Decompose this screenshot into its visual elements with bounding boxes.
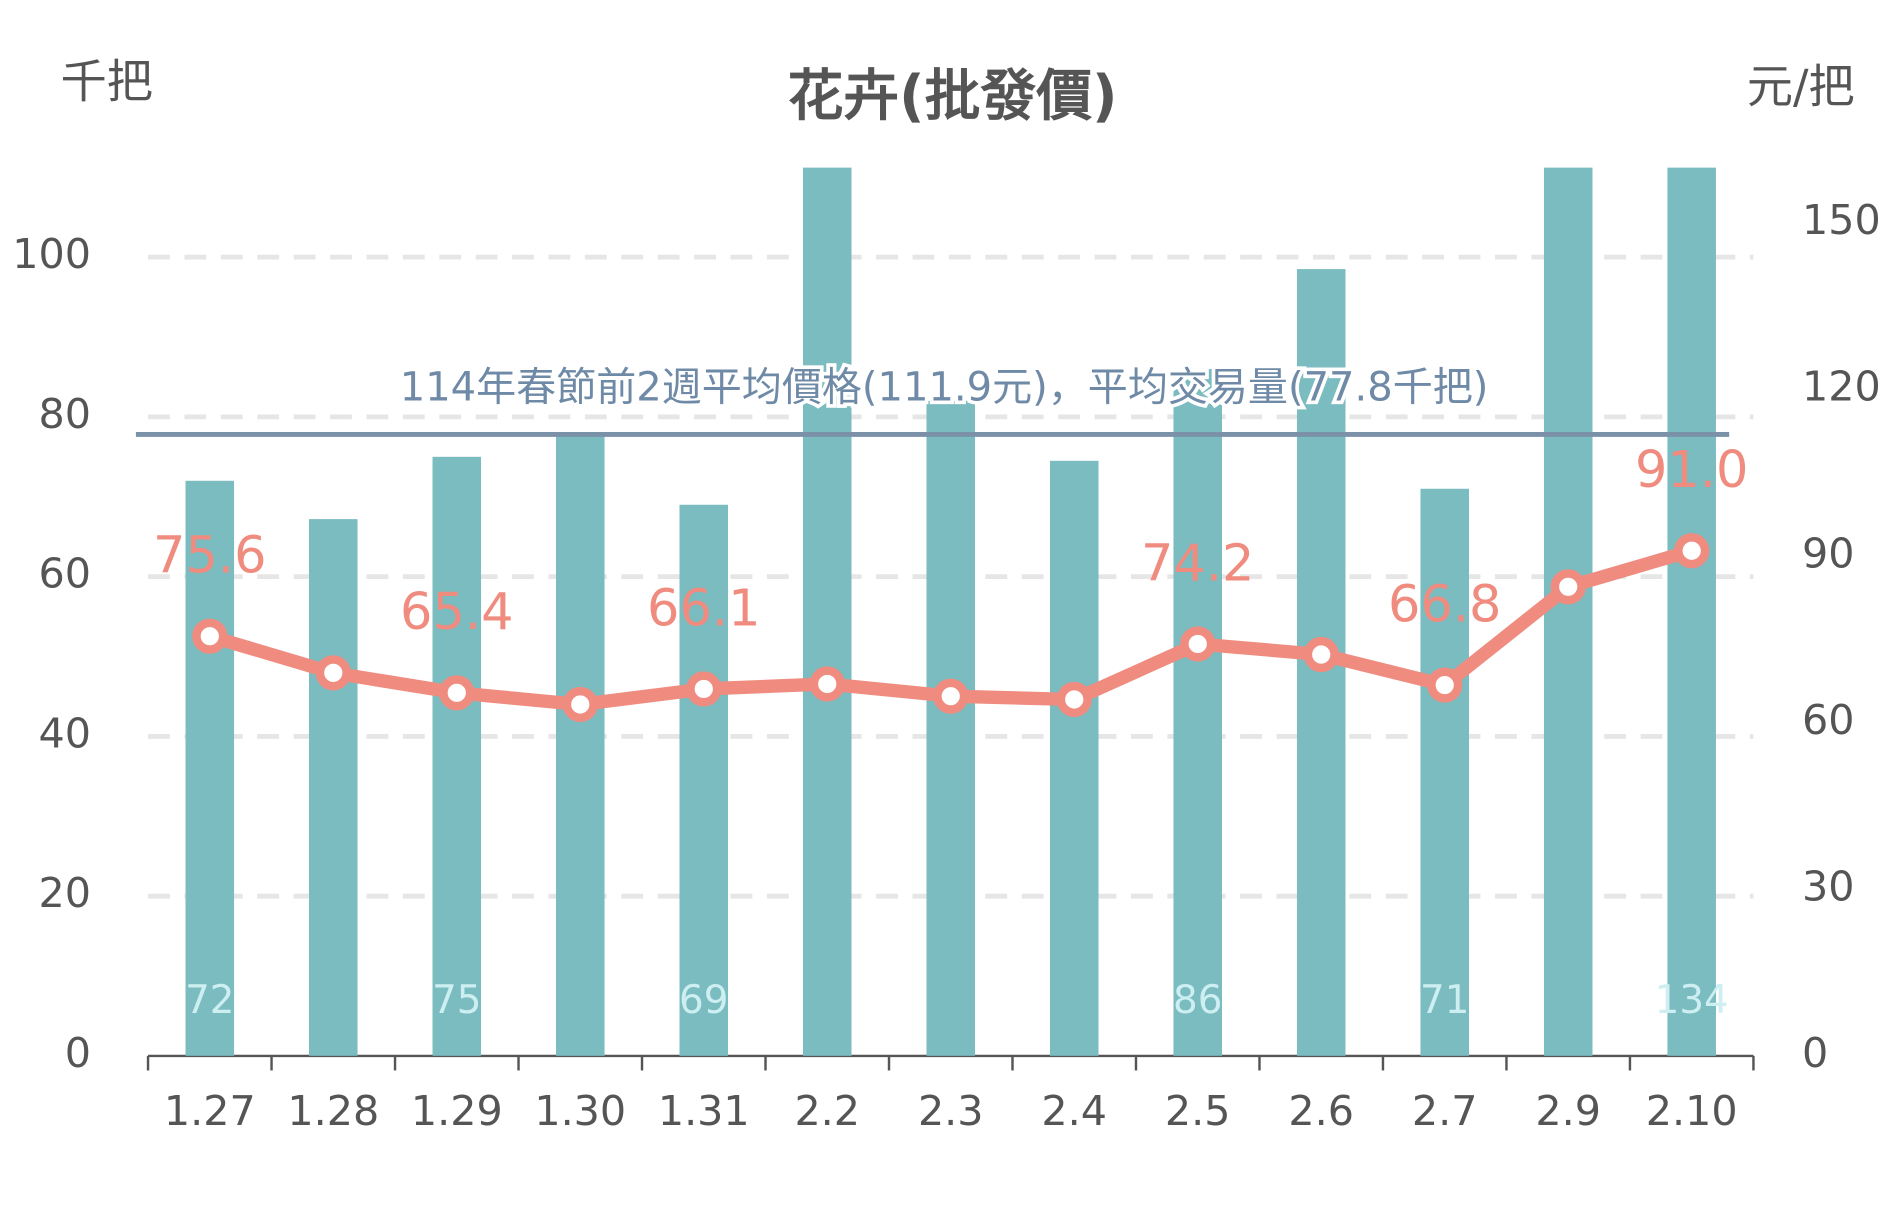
x-tick-label: 2.9 [1535, 1087, 1601, 1135]
x-tick-label: 2.6 [1288, 1087, 1354, 1135]
price-point [315, 655, 351, 691]
line-value-label: 75.6 [153, 527, 266, 586]
bar-value-label: 75 [432, 978, 481, 1023]
bar [1667, 167, 1716, 1056]
bar [1543, 167, 1593, 1056]
y-tick-label: 40 [39, 709, 92, 757]
x-tick-label: 2.4 [1041, 1087, 1107, 1135]
bar [679, 504, 729, 1056]
bar [1173, 368, 1223, 1056]
y2-tick-label: 30 [1802, 862, 1855, 910]
bar [1049, 460, 1099, 1056]
y-tick-label: 20 [39, 869, 92, 917]
y-tick-label: 100 [12, 230, 91, 278]
price-point [1674, 533, 1710, 569]
chart-title: 花卉(批發價) [788, 64, 1118, 129]
y2-axis-label: 元/把 [1747, 59, 1855, 113]
price-point [1427, 667, 1463, 703]
x-tick-label: 1.29 [411, 1087, 503, 1135]
bar [1420, 488, 1469, 1056]
x-tick-label: 1.30 [534, 1087, 626, 1135]
price-point [1180, 626, 1216, 662]
bar-value-label: 71 [1420, 978, 1469, 1023]
bar [926, 400, 976, 1056]
y-tick-label: 0 [65, 1029, 91, 1077]
price-point [192, 618, 228, 654]
bar-value-label: 69 [679, 978, 728, 1023]
price-point [809, 666, 845, 702]
y-tick-label: 60 [39, 550, 92, 598]
line-value-label: 66.8 [1388, 575, 1501, 634]
y-tick-label: 80 [39, 390, 92, 438]
price-point [562, 686, 598, 723]
x-tick-label: 1.28 [287, 1087, 379, 1135]
price-point [686, 671, 722, 707]
line-value-label: 74.2 [1141, 534, 1254, 593]
bar [432, 456, 482, 1056]
y2-tick-label: 150 [1802, 196, 1881, 244]
y2-tick-label: 120 [1802, 363, 1881, 411]
x-tick-label: 2.2 [794, 1087, 860, 1135]
x-tick-label: 2.5 [1165, 1087, 1231, 1135]
x-tick-label: 2.7 [1412, 1087, 1478, 1135]
y2-tick-label: 90 [1802, 529, 1855, 577]
x-tick-label: 2.3 [918, 1087, 984, 1135]
line-value-label: 91.0 [1635, 441, 1748, 500]
bar-value-label: 72 [185, 978, 234, 1023]
x-tick-label: 1.31 [658, 1087, 750, 1135]
price-point [1550, 569, 1586, 605]
bar [309, 519, 358, 1056]
y-axis-label: 千把 [61, 55, 153, 109]
bar [555, 434, 605, 1056]
line-value-label: 65.4 [400, 583, 513, 642]
line-value-label: 66.1 [647, 579, 760, 638]
price-point [1056, 681, 1092, 718]
price-point [439, 675, 475, 711]
bar [802, 167, 852, 1056]
x-tick-label: 2.10 [1646, 1087, 1738, 1135]
bar-value-label: 86 [1173, 978, 1222, 1023]
price-point [933, 678, 969, 714]
price-point [1303, 636, 1339, 673]
bar [185, 480, 235, 1056]
x-tick-label: 1.27 [164, 1087, 256, 1135]
bar-value-label: 134 [1655, 978, 1729, 1023]
reference-label: 114年春節前2週平均價格(111.9元)，平均交易量(77.8千把) [400, 365, 1489, 411]
y2-tick-label: 0 [1802, 1029, 1828, 1077]
y2-tick-label: 60 [1802, 696, 1855, 744]
